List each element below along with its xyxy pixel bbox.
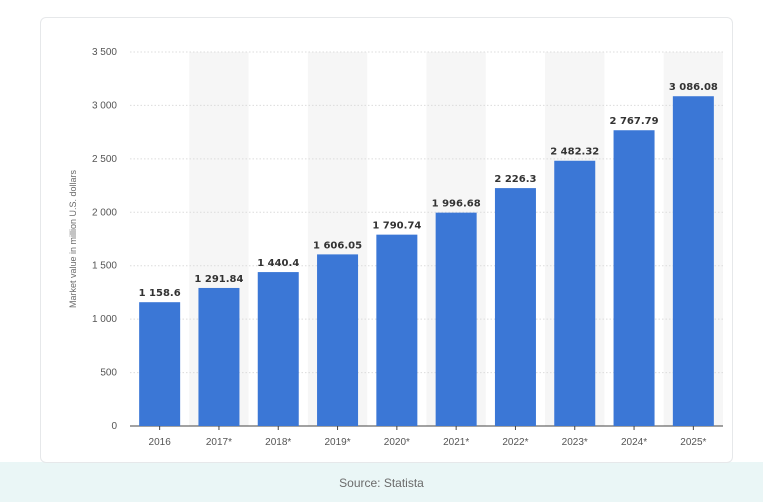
bar[interactable] (494, 188, 536, 426)
x-tick-label: 2019* (324, 437, 350, 448)
x-tick-label: 2017* (206, 437, 232, 448)
bar[interactable] (198, 287, 240, 426)
x-tick-label: 2018* (265, 437, 291, 448)
y-tick-label: 3 000 (92, 100, 117, 111)
value-label: 2 226.3 (494, 174, 536, 185)
x-tick-label: 2025* (680, 437, 706, 448)
value-label: 1 291.84 (194, 274, 243, 285)
bar[interactable] (257, 272, 299, 426)
value-label: 2 767.79 (610, 116, 659, 127)
source-text: Source: Statista (339, 476, 424, 490)
bar[interactable] (672, 96, 714, 426)
value-label: 1 996.68 (432, 199, 481, 210)
y-tick-label: 500 (100, 368, 117, 379)
bar[interactable] (554, 160, 596, 426)
y-tick-label: 2 000 (92, 207, 117, 218)
bar[interactable] (613, 130, 655, 426)
bar[interactable] (435, 212, 477, 426)
x-tick-label: 2022* (502, 437, 528, 448)
bar[interactable] (376, 234, 418, 426)
x-tick-label: 2023* (562, 437, 588, 448)
x-tick-label: 2024* (621, 437, 647, 448)
y-tick-label: 3 500 (92, 47, 117, 58)
y-tick-label: 1 500 (92, 261, 117, 272)
bar[interactable] (139, 302, 181, 426)
value-label: 1 790.74 (372, 221, 421, 232)
value-label: 1 440.4 (257, 258, 299, 269)
x-tick-label: 2016 (149, 437, 172, 448)
footer-strip (0, 462, 763, 502)
bar[interactable] (317, 254, 359, 426)
y-tick-label: 1 000 (92, 314, 117, 325)
value-label: 1 158.6 (139, 288, 181, 299)
value-label: 2 482.32 (550, 147, 599, 158)
y-tick-label: 0 (111, 421, 117, 432)
value-label: 3 086.08 (669, 82, 718, 93)
y-axis-label: Market value in million U.S. dollars (68, 169, 78, 308)
x-tick-label: 2020* (384, 437, 410, 448)
value-label: 1 606.05 (313, 240, 362, 251)
x-tick-label: 2021* (443, 437, 469, 448)
y-tick-label: 2 500 (92, 154, 117, 165)
